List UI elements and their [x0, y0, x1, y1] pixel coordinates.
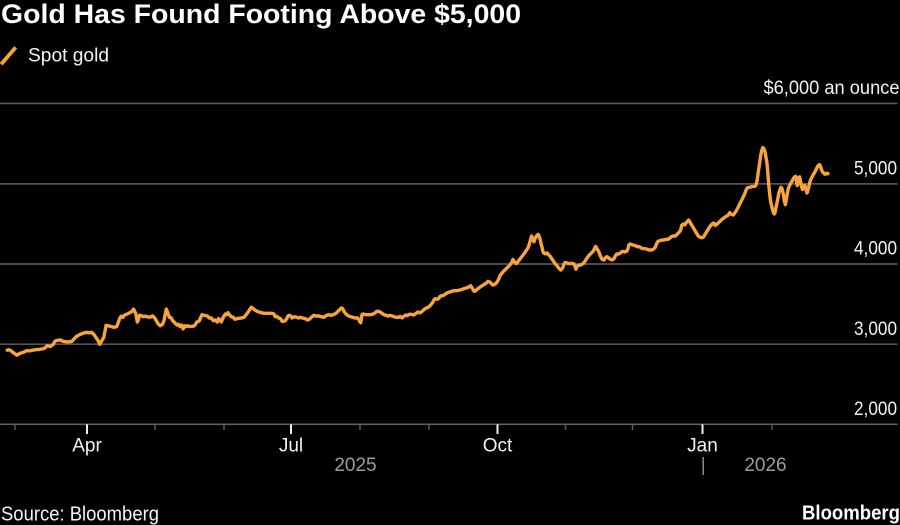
- svg-text:|: |: [701, 455, 706, 476]
- svg-text:3,000: 3,000: [854, 319, 897, 340]
- svg-text:Apr: Apr: [72, 436, 102, 457]
- svg-text:Jul: Jul: [279, 436, 303, 457]
- svg-text:Bloomberg: Bloomberg: [802, 503, 900, 525]
- svg-text:5,000: 5,000: [854, 159, 897, 180]
- svg-text:Source: Bloomberg: Source: Bloomberg: [1, 504, 159, 525]
- svg-text:Gold Has Found Footing Above $: Gold Has Found Footing Above $5,000: [1, 0, 521, 29]
- svg-text:$6,000 an ounce: $6,000 an ounce: [764, 78, 900, 99]
- svg-text:2,000: 2,000: [854, 399, 897, 420]
- svg-text:2025: 2025: [334, 455, 376, 476]
- svg-text:Spot gold: Spot gold: [28, 46, 109, 67]
- svg-text:2026: 2026: [744, 455, 786, 476]
- svg-text:Oct: Oct: [483, 436, 513, 457]
- svg-text:Jan: Jan: [687, 436, 718, 457]
- svg-text:4,000: 4,000: [854, 239, 897, 260]
